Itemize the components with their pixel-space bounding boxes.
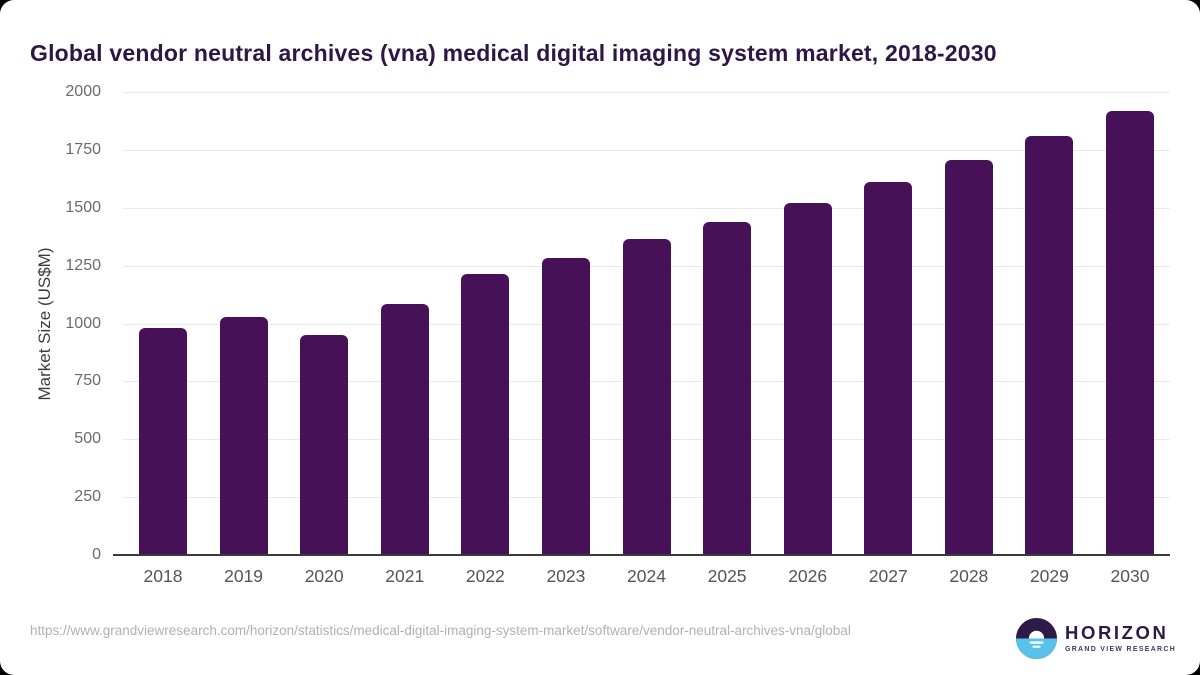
x-tick-label-2020: 2020 xyxy=(304,566,344,586)
x-tick-label-2027: 2027 xyxy=(868,566,908,586)
y-tick-label-1500: 1500 xyxy=(65,198,101,216)
logo-text: HORIZON GRAND VIEW RESEARCH xyxy=(1065,622,1177,653)
bar-2022 xyxy=(461,273,510,554)
x-tick-label-2023: 2023 xyxy=(546,566,586,586)
horizon-sunrise-icon xyxy=(1016,618,1057,659)
bar-2020 xyxy=(300,335,349,554)
y-tick-label-1250: 1250 xyxy=(65,256,101,274)
y-tick-label-1750: 1750 xyxy=(65,140,101,158)
x-tick-label-2029: 2029 xyxy=(1029,566,1069,586)
x-tick-label-2022: 2022 xyxy=(465,566,505,586)
page-title: Global vendor neutral archives (vna) med… xyxy=(30,40,997,67)
bar-2023 xyxy=(541,257,590,554)
logo-brand-name: HORIZON xyxy=(1065,622,1169,643)
y-tick-label-2000: 2000 xyxy=(65,83,101,100)
bar-2018 xyxy=(139,328,187,554)
gridline-1500 xyxy=(123,207,1170,209)
x-tick-label-2025: 2025 xyxy=(707,566,747,586)
y-tick-label-500: 500 xyxy=(74,430,101,448)
logo-sub-brand: GRAND VIEW RESEARCH xyxy=(1065,646,1177,653)
bar-chart-plot-area: 0 250 500 750 1000 1250 1500 1750 2000 2018 2019 20… xyxy=(65,83,1170,586)
x-tick-label-2030: 2030 xyxy=(1110,566,1150,586)
bar-2027 xyxy=(864,182,913,554)
bar-2019 xyxy=(219,316,268,554)
y-tick-label-250: 250 xyxy=(74,488,101,506)
y-axis-title: Market Size (US$M) xyxy=(35,247,54,401)
x-tick-label-2026: 2026 xyxy=(788,566,828,586)
x-axis-baseline xyxy=(113,554,1170,556)
y-tick-label-0: 0 xyxy=(92,546,101,563)
y-tick-label-1000: 1000 xyxy=(65,314,101,332)
bar-2021 xyxy=(380,303,429,554)
bar-2029 xyxy=(1025,136,1074,554)
x-tick-label-2018: 2018 xyxy=(143,566,183,586)
gridline-2000 xyxy=(123,92,1170,93)
gridline-1750 xyxy=(123,149,1170,151)
bar-2026 xyxy=(783,203,832,554)
x-tick-label-2019: 2019 xyxy=(224,566,264,586)
x-tick-label-2021: 2021 xyxy=(385,566,425,586)
bar-2030 xyxy=(1106,110,1154,554)
bar-2028 xyxy=(944,160,993,554)
source-url: https://www.grandviewresearch.com/horizo… xyxy=(30,623,851,638)
x-tick-label-2024: 2024 xyxy=(627,566,666,586)
y-tick-label-750: 750 xyxy=(74,372,101,390)
bar-2025 xyxy=(703,221,752,554)
brand-logo: HORIZON GRAND VIEW RESEARCH xyxy=(1016,618,1176,659)
bar-2024 xyxy=(622,239,671,554)
x-tick-label-2028: 2028 xyxy=(949,566,989,586)
